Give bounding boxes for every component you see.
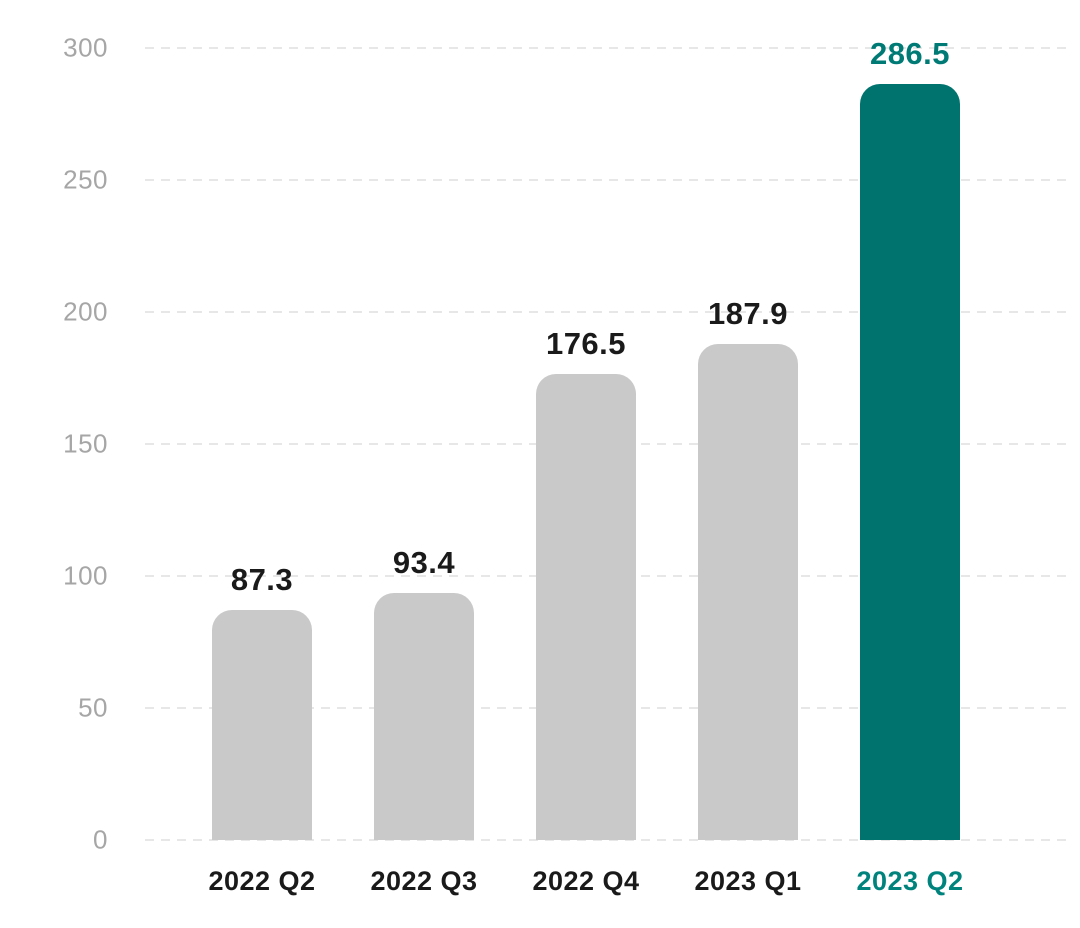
x-axis-category-label: 2022 Q3 xyxy=(370,866,478,896)
x-axis-category-label: 2023 Q2 xyxy=(856,866,964,896)
gridline-y-0 xyxy=(145,839,1072,841)
gridline-y-300 xyxy=(145,47,1072,49)
gridline-y-250 xyxy=(145,179,1072,181)
y-axis-tick-label: 300 xyxy=(63,32,108,63)
bar-2022-q3 xyxy=(374,593,474,840)
x-axis-category-label: 2022 Q2 xyxy=(208,866,316,896)
x-axis-category-label: 2022 Q4 xyxy=(532,866,640,896)
bar-2023-q1 xyxy=(698,343,798,840)
gridline-y-200 xyxy=(145,311,1072,313)
bar-2022-q4 xyxy=(536,374,636,840)
y-axis-tick-label: 250 xyxy=(63,164,108,195)
bar-value-label: 187.9 xyxy=(707,295,789,331)
y-axis-tick-label: 200 xyxy=(63,296,108,327)
y-axis-tick-label: 50 xyxy=(78,692,108,723)
y-axis-tick-label: 150 xyxy=(63,428,108,459)
x-axis-category-label: 2023 Q1 xyxy=(694,866,802,896)
bar-2023-q2 xyxy=(860,83,960,840)
bar-value-label: 87.3 xyxy=(230,561,294,597)
bar-value-label: 286.5 xyxy=(869,35,951,71)
bar-value-label: 176.5 xyxy=(545,326,627,362)
bar-value-label: 93.4 xyxy=(392,545,456,581)
y-axis-tick-label: 100 xyxy=(63,560,108,591)
bar-2022-q2 xyxy=(212,609,312,840)
y-axis-tick-label: 0 xyxy=(93,824,108,855)
